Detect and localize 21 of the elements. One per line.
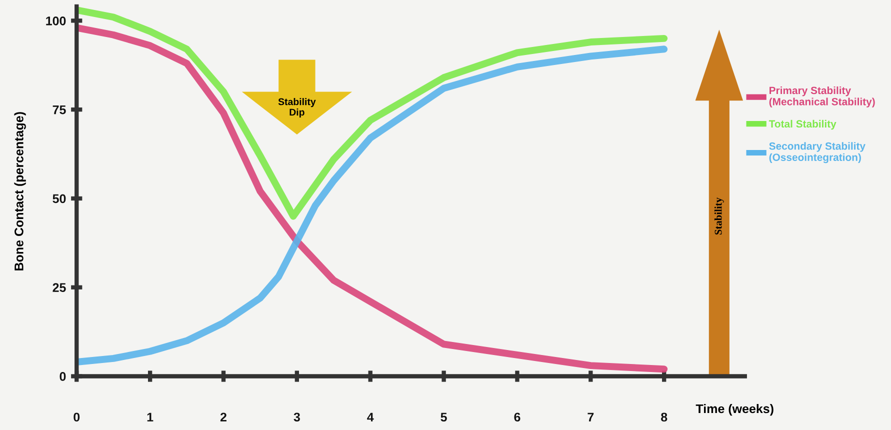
y-tick-label: 0 bbox=[60, 372, 66, 381]
y-tick-label: 25 bbox=[52, 283, 66, 292]
x-axis-title: Time (weeks) bbox=[696, 404, 774, 416]
y-tick-label: 50 bbox=[52, 194, 66, 204]
x-tick-label: 1 bbox=[147, 412, 154, 422]
x-tick-label: 2 bbox=[220, 412, 226, 422]
y-tick-label: 75 bbox=[52, 105, 66, 114]
y-tick-label: 100 bbox=[46, 16, 66, 26]
legend-label: Primary Stability (Mechanical Stability) bbox=[769, 86, 875, 108]
x-tick-label: 3 bbox=[294, 412, 300, 422]
x-tick-label: 4 bbox=[367, 412, 374, 422]
annotation: Stability bbox=[714, 198, 724, 234]
x-tick-label: 7 bbox=[588, 412, 594, 422]
y-axis-title: Bone Contact (percentage) bbox=[14, 112, 26, 270]
x-tick-label: 0 bbox=[74, 412, 80, 422]
x-tick-label: 6 bbox=[514, 412, 520, 422]
annotation: Stability Dip bbox=[278, 98, 316, 118]
legend-label: Total Stability bbox=[768, 120, 836, 130]
x-tick-label: 8 bbox=[661, 412, 668, 422]
legend-label: Secondary Stability (Osseointegration) bbox=[769, 142, 866, 164]
x-tick-label: 5 bbox=[440, 412, 447, 422]
